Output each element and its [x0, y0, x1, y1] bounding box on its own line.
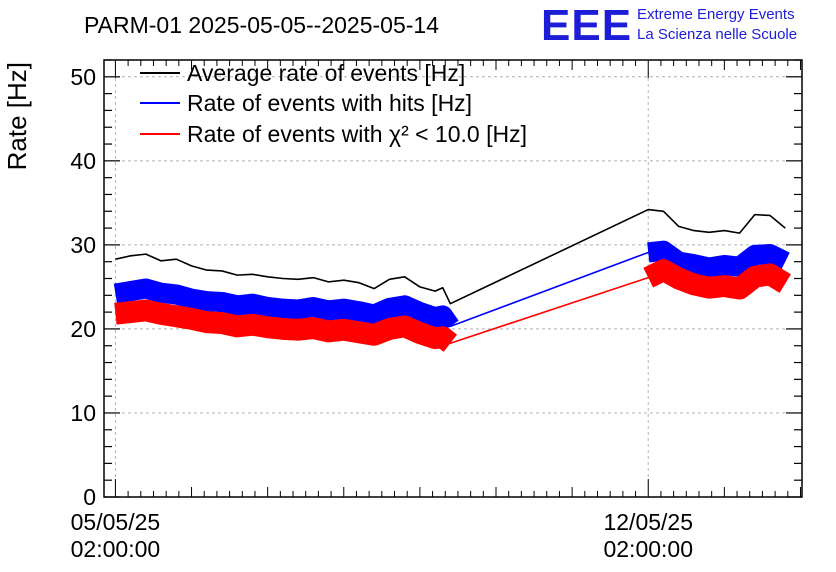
logo-mark: EEE [541, 1, 632, 50]
series-line-2 [115, 249, 786, 328]
legend: Average rate of events [Hz] Rate of event… [140, 60, 527, 147]
y-tick-label: 50 [70, 64, 96, 90]
x-tick-label-time: 02:00:00 [603, 536, 693, 562]
legend-entry-3: Rate of events with χ² < 10.0 [Hz] [187, 121, 527, 147]
y-tick-label: 40 [70, 148, 96, 174]
y-tick-label: 10 [70, 400, 96, 426]
y-axis-title: Rate [Hz] [2, 62, 32, 170]
tick-labels: 0102030405005/05/2502:00:0012/05/2502:00… [70, 64, 693, 562]
axis-ticks [104, 59, 802, 498]
x-tick-label-date: 12/05/25 [603, 509, 693, 535]
legend-entry-2: Rate of events with hits [Hz] [187, 90, 472, 116]
legend-entry-1: Average rate of events [Hz] [187, 60, 465, 86]
logo-line-2: La Scienza nelle Scuole [637, 26, 797, 43]
y-tick-label: 20 [70, 316, 96, 342]
series-lines [113, 208, 791, 352]
logo-line-1: Extreme Energy Events [637, 6, 795, 23]
y-tick-label: 30 [70, 232, 96, 258]
x-tick-label-time: 02:00:00 [71, 536, 161, 562]
eee-logo: EEE Extreme Energy Events La Scienza nel… [541, 1, 797, 50]
series-line-3 [115, 269, 786, 345]
series-line-1 [115, 208, 786, 305]
y-tick-label: 0 [83, 484, 96, 510]
chart-title: PARM-01 2025-05-05--2025-05-14 [84, 12, 439, 38]
x-tick-label-date: 05/05/25 [71, 509, 161, 535]
